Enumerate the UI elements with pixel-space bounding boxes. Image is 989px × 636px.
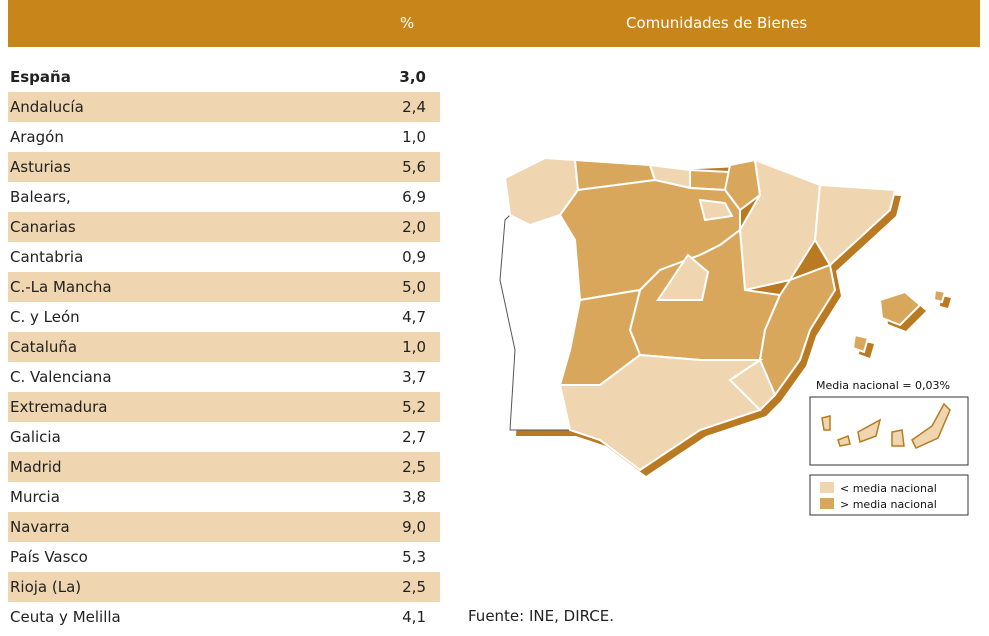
name-cell: C. y León xyxy=(10,308,80,326)
name-cell: Ceuta y Melilla xyxy=(10,608,121,626)
legend-swatch xyxy=(820,482,834,493)
value-cell: 3,8 xyxy=(402,488,426,506)
table: España 3,0 Andalucía 2,4 Aragón 1,0 Asturias 5,… xyxy=(8,62,440,632)
table-row: Madrid 2,5 xyxy=(8,452,440,482)
inset-label: Media nacional = 0,03% xyxy=(816,379,950,392)
legend-label: < media nacional xyxy=(840,482,937,495)
column-header: % xyxy=(400,14,415,32)
table-row: Balears, 6,9 xyxy=(8,182,440,212)
table-row: Asturias 5,6 xyxy=(8,152,440,182)
region xyxy=(723,158,762,212)
header-bar: % Comunidades de Bienes xyxy=(8,0,980,47)
table-row: C.-La Mancha 5,0 xyxy=(8,272,440,302)
name-cell: C.-La Mancha xyxy=(10,278,112,296)
value-cell: 2,4 xyxy=(402,98,426,116)
value-cell: 5,2 xyxy=(402,398,426,416)
name-cell: Andalucía xyxy=(10,98,84,116)
table-row: Canarias 2,0 xyxy=(8,212,440,242)
canary-islands xyxy=(821,402,951,449)
table-row: C. Valenciana 3,7 xyxy=(8,362,440,392)
table-row: Navarra 9,0 xyxy=(8,512,440,542)
value-cell: 9,0 xyxy=(402,518,426,536)
name-cell: Cataluña xyxy=(10,338,78,356)
name-cell: Asturias xyxy=(10,158,71,176)
table-row: Rioja (La) 2,5 xyxy=(8,572,440,602)
region xyxy=(698,198,734,222)
value-cell: 2,0 xyxy=(402,218,426,236)
region xyxy=(758,263,837,398)
table-row: Galicia 2,7 xyxy=(8,422,440,452)
value-cell: 5,3 xyxy=(402,548,426,566)
name-cell: Cantabria xyxy=(10,248,84,266)
region xyxy=(558,353,764,472)
name-cell: Aragón xyxy=(10,128,64,146)
table-row: Andalucía 2,4 xyxy=(8,92,440,122)
name-cell: Rioja (La) xyxy=(10,578,82,596)
name-cell: Galicia xyxy=(10,428,61,446)
title: Comunidades de Bienes xyxy=(626,14,808,32)
region xyxy=(689,168,732,192)
name-cell: Madrid xyxy=(10,458,62,476)
value-cell: 2,7 xyxy=(402,428,426,446)
source: Fuente: INE, DIRCE. xyxy=(468,607,615,625)
table-row: Cantabria 0,9 xyxy=(8,242,440,272)
table-row: C. y León 4,7 xyxy=(8,302,440,332)
value-cell: 2,5 xyxy=(402,578,426,596)
value-cell: 2,5 xyxy=(402,458,426,476)
name-cell: C. Valenciana xyxy=(10,368,112,386)
value-cell: 6,9 xyxy=(402,188,426,206)
value-cell: 5,6 xyxy=(402,158,426,176)
table-row: Aragón 1,0 xyxy=(8,122,440,152)
value-cell: 1,0 xyxy=(402,338,426,356)
table-row: Cataluña 1,0 xyxy=(8,332,440,362)
table-row: España 3,0 xyxy=(8,62,440,92)
island xyxy=(878,290,922,327)
legend-label: > media nacional xyxy=(840,498,937,511)
name-cell: Canarias xyxy=(10,218,76,236)
table-row: Murcia 3,8 xyxy=(8,482,440,512)
name-cell: País Vasco xyxy=(10,548,88,566)
value-cell: 1,0 xyxy=(402,128,426,146)
table-row: Ceuta y Melilla 4,1 xyxy=(8,602,440,632)
value-cell: 3,0 xyxy=(399,68,426,86)
value-cell: 4,7 xyxy=(402,308,426,326)
name-cell: Balears, xyxy=(10,188,71,206)
island xyxy=(932,288,947,304)
value-cell: 3,7 xyxy=(402,368,426,386)
region xyxy=(656,253,710,301)
island xyxy=(851,333,870,354)
value-cell: 5,0 xyxy=(402,278,426,296)
name-cell: Extremadura xyxy=(10,398,108,416)
name-cell: Navarra xyxy=(10,518,70,536)
legend-swatch xyxy=(820,498,834,509)
value-cell: 4,1 xyxy=(402,608,426,626)
table-row: Extremadura 5,2 xyxy=(8,392,440,422)
name-cell: España xyxy=(10,68,71,86)
legend-box xyxy=(809,474,969,516)
table-row: País Vasco 5,3 xyxy=(8,542,440,572)
value-cell: 0,9 xyxy=(402,248,426,266)
name-cell: Murcia xyxy=(10,488,60,506)
region xyxy=(813,183,897,267)
